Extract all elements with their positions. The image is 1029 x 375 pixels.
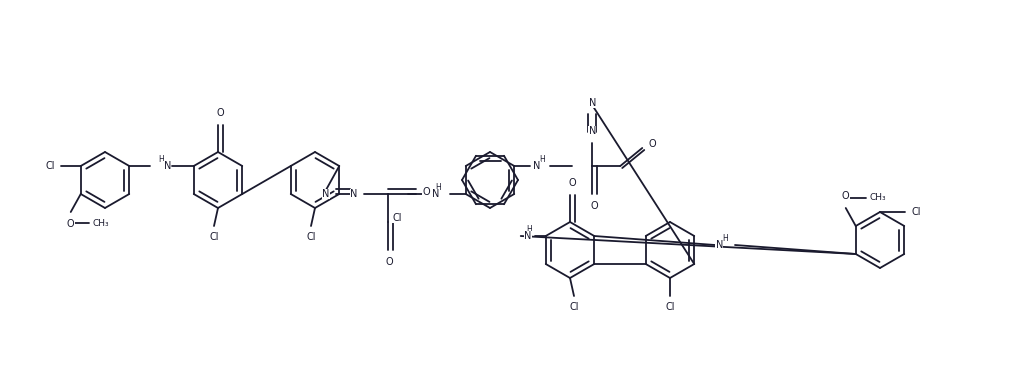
Text: O: O (842, 191, 850, 201)
Text: Cl: Cl (569, 302, 578, 312)
Text: N: N (589, 126, 596, 136)
Text: O: O (67, 219, 74, 229)
Text: Cl: Cl (911, 207, 921, 217)
Text: N: N (351, 189, 358, 199)
Text: H: H (539, 155, 545, 164)
Text: CH₃: CH₃ (93, 219, 109, 228)
Text: O: O (423, 187, 430, 197)
Text: H: H (158, 155, 165, 164)
Text: O: O (386, 257, 393, 267)
Text: O: O (216, 108, 224, 118)
Text: N: N (533, 161, 540, 171)
Text: N: N (432, 189, 439, 199)
Text: N: N (322, 189, 329, 199)
Text: Cl: Cl (393, 213, 402, 223)
Text: CH₃: CH₃ (870, 194, 886, 202)
Text: Cl: Cl (45, 161, 55, 171)
Text: H: H (435, 183, 440, 192)
Text: H: H (722, 234, 728, 243)
Text: Cl: Cl (307, 232, 316, 242)
Text: Cl: Cl (666, 302, 675, 312)
Text: H: H (526, 225, 532, 234)
Text: N: N (164, 161, 171, 171)
Text: O: O (591, 201, 598, 211)
Text: O: O (648, 139, 655, 149)
Text: N: N (715, 240, 723, 250)
Text: O: O (568, 178, 576, 188)
Text: N: N (525, 231, 532, 241)
Text: Cl: Cl (209, 232, 219, 242)
Text: N: N (589, 98, 596, 108)
